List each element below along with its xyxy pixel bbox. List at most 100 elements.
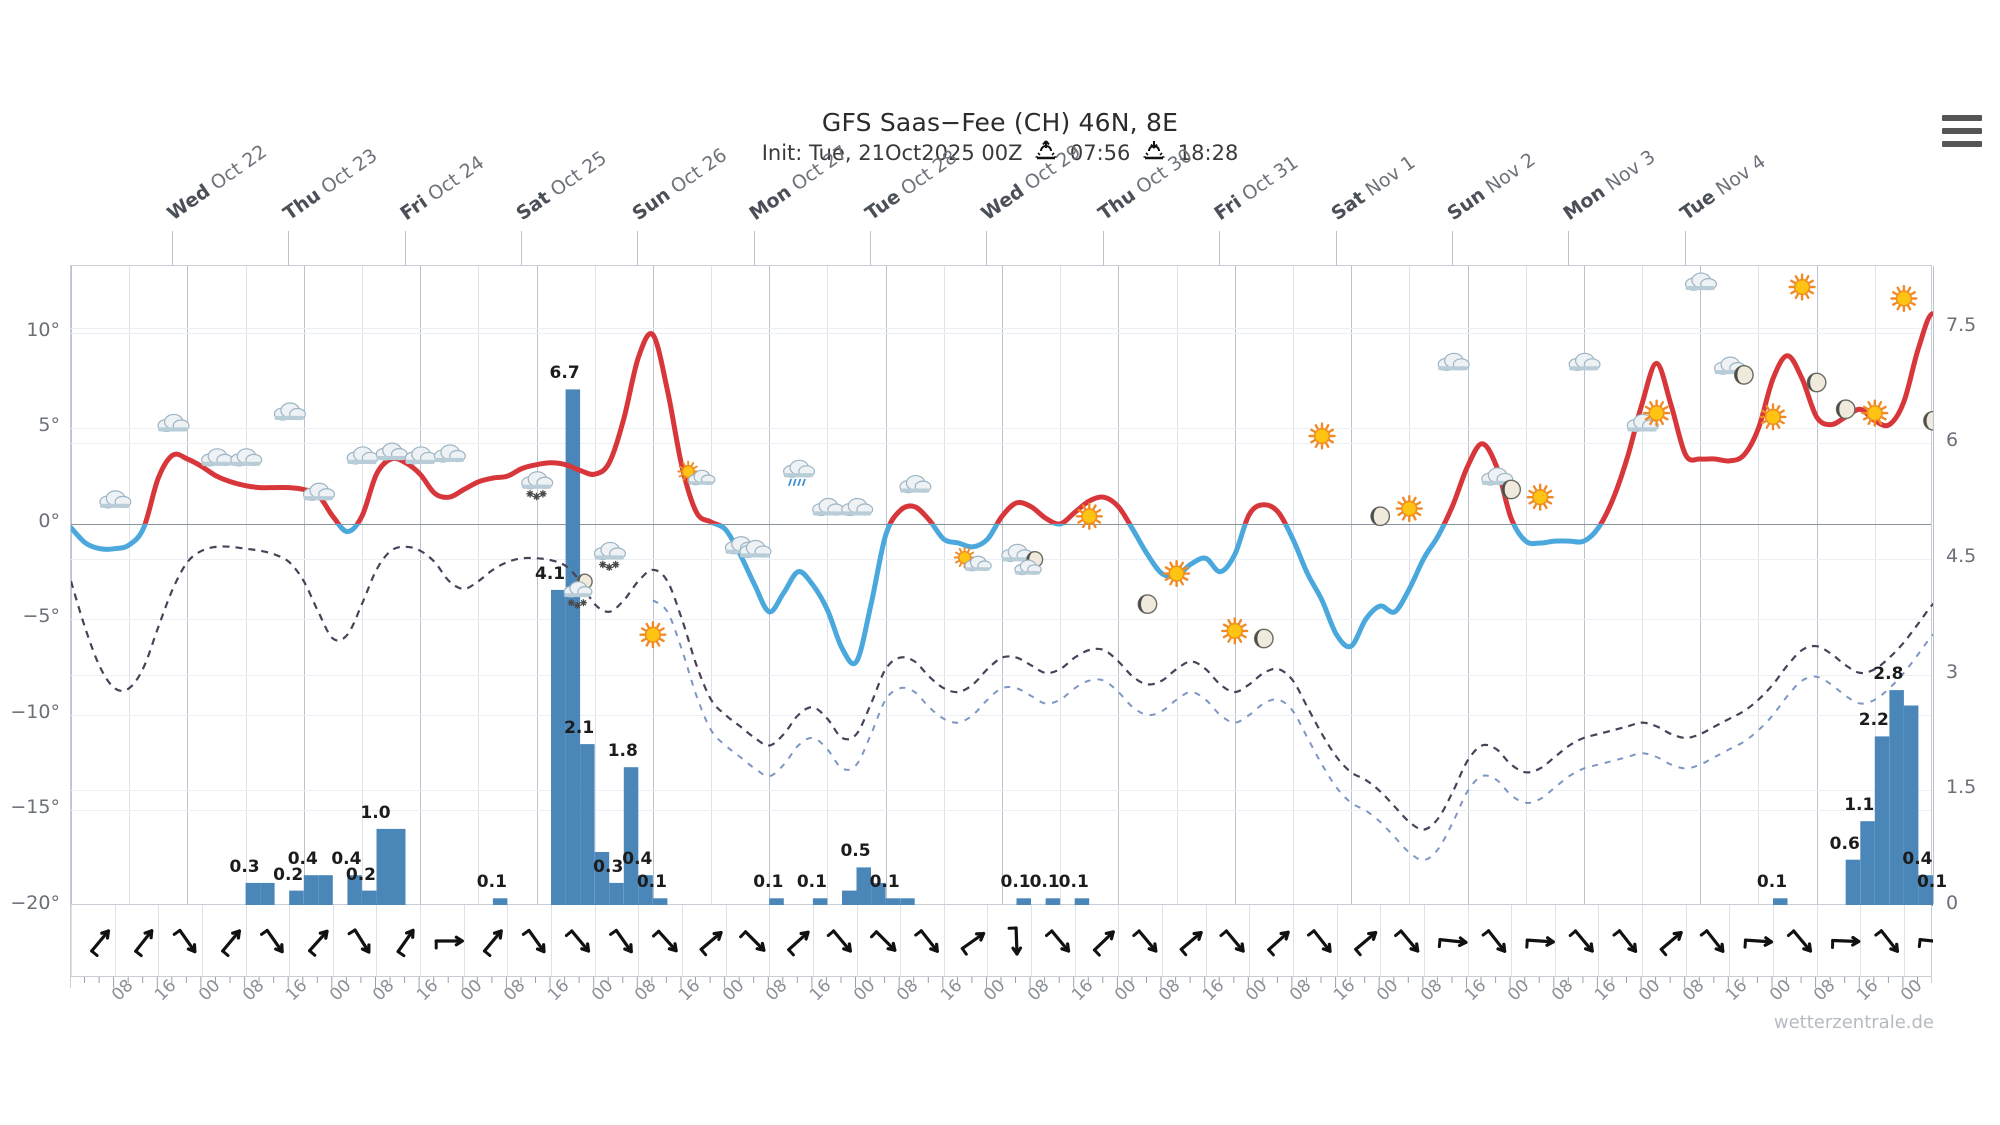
precipitation-value-label: 2.2 <box>1858 710 1889 731</box>
grid-line-horizontal-right <box>71 790 1931 792</box>
day-of-week: Tue <box>861 185 905 225</box>
init-text: Init: Tue, 21Oct2025 00Z <box>761 141 1023 165</box>
weather-icon-sun <box>1526 483 1554 511</box>
grid-line-horizontal-right <box>71 327 1931 329</box>
weather-icon-moon <box>1501 479 1522 500</box>
grid-line-vertical <box>1351 266 1353 904</box>
precipitation-value-label: 0.1 <box>1058 872 1089 893</box>
day-tick <box>1102 231 1104 265</box>
precipitation-value-label: 0.3 <box>593 856 624 877</box>
grid-line-vertical <box>1642 266 1644 904</box>
wind-grid-line <box>856 905 858 976</box>
grid-line-vertical <box>1816 266 1818 904</box>
weather-icon-sun <box>639 621 667 649</box>
precipitation-bar <box>376 828 391 906</box>
precipitation-value-label: 6.7 <box>549 363 580 384</box>
grid-line-vertical <box>594 266 596 904</box>
precipitation-value-label: 0.1 <box>1916 872 1948 893</box>
precipitation-value-label: 0.4 <box>1902 849 1933 870</box>
wind-grid-line <box>420 905 422 976</box>
precipitation-bar <box>1874 736 1890 906</box>
day-of-week: Fri <box>395 191 432 225</box>
precipitation-bar <box>769 898 784 906</box>
temperature-line-below-zero <box>71 523 1604 667</box>
weather-icon-cloud <box>739 539 772 559</box>
grid-line-vertical <box>1234 266 1236 904</box>
wind-grid-line <box>1074 905 1076 976</box>
wind-grid-line <box>1642 905 1644 976</box>
hamburger-menu-icon[interactable] <box>1938 110 1986 154</box>
grid-line-vertical <box>1933 266 1934 904</box>
wind-arrow <box>1007 926 1023 956</box>
grid-line-vertical <box>1002 266 1003 904</box>
precipitation-value-label: 0.3 <box>229 856 260 877</box>
wind-arrow <box>1831 935 1861 949</box>
init-subtitle: Init: Tue, 21Oct2025 00Z 07:56 18:28 <box>0 140 2000 165</box>
wind-grid-line <box>1554 905 1556 976</box>
precipitation-bar <box>1074 898 1090 906</box>
grid-line-horizontal-right <box>71 559 1931 560</box>
y-axis-tick-left: −15° <box>10 796 60 819</box>
wind-grid-line <box>900 905 902 976</box>
precipitation-value-label: 2.1 <box>564 718 595 739</box>
weather-icon-moon <box>1806 372 1827 393</box>
wind-arrow <box>521 928 546 954</box>
wind-grid-line <box>71 905 72 976</box>
wind-arrow <box>221 929 241 957</box>
wind-grid-line <box>551 905 553 976</box>
grid-line-vertical <box>245 266 247 904</box>
wind-grid-line <box>114 905 116 976</box>
wind-arrow <box>1219 929 1245 953</box>
wind-arrow <box>1525 936 1555 949</box>
grid-line-vertical <box>711 266 713 904</box>
sunrise-time: 07:56 <box>1069 141 1131 165</box>
precipitation-bar <box>303 875 319 906</box>
weather-icon-sun <box>1075 502 1103 530</box>
weather-icon-cloud <box>1568 352 1601 371</box>
grid-line-vertical <box>1467 266 1469 904</box>
day-tick <box>1219 231 1221 265</box>
day-of-week: Thu <box>279 184 325 225</box>
wind-arrow <box>1743 936 1774 949</box>
weather-icon-cloud <box>1481 467 1514 486</box>
wind-grid-line <box>1249 905 1251 976</box>
wind-grid-line <box>1598 905 1600 976</box>
grid-line-horizontal-right <box>71 674 1931 676</box>
wind-arrow <box>1786 929 1813 953</box>
grid-line-vertical <box>943 266 945 904</box>
wind-grid-line <box>1031 905 1033 976</box>
day-of-week: Tue <box>1676 185 1720 225</box>
precipitation-value-label: 0.5 <box>840 841 871 862</box>
grid-line-horizontal <box>71 428 1931 430</box>
weather-icon-cloud <box>375 442 408 461</box>
wind-grid-line <box>769 905 771 976</box>
day-tick <box>404 231 406 265</box>
wind-arrow <box>482 929 503 957</box>
precipitation-bar <box>638 875 653 906</box>
day-tick <box>870 231 872 265</box>
sunrise-icon <box>1033 140 1059 162</box>
y-axis-tick-left: −20° <box>10 892 60 914</box>
wind-arrow <box>1307 929 1332 953</box>
grid-line-vertical <box>1874 266 1876 904</box>
grid-line-vertical <box>478 266 480 904</box>
wind-arrow <box>347 928 371 954</box>
grid-line-vertical <box>420 266 422 904</box>
temperature-line-above-zero <box>142 311 1933 524</box>
wind-arrow <box>1267 930 1290 957</box>
wind-grid-line <box>1205 905 1207 976</box>
forecast-plot[interactable] <box>70 265 1934 907</box>
precipitation-value-label: 0.4 <box>287 849 318 870</box>
wind-grid-line <box>332 905 334 976</box>
wind-grid-line <box>1685 905 1687 976</box>
y-axis-tick-left: −5° <box>22 605 60 628</box>
day-tick <box>171 231 173 265</box>
precipitation-bar <box>1845 859 1861 906</box>
wind-grid-line <box>1162 905 1164 976</box>
weather-icon-sun <box>1788 273 1816 301</box>
y-axis-tick-right: 0 <box>1946 892 1959 914</box>
wind-grid-line <box>812 905 814 976</box>
wind-arrow <box>1394 929 1420 953</box>
wind-arrows-svg <box>90 926 1933 958</box>
precipitation-value-label: 0.6 <box>1829 833 1860 854</box>
